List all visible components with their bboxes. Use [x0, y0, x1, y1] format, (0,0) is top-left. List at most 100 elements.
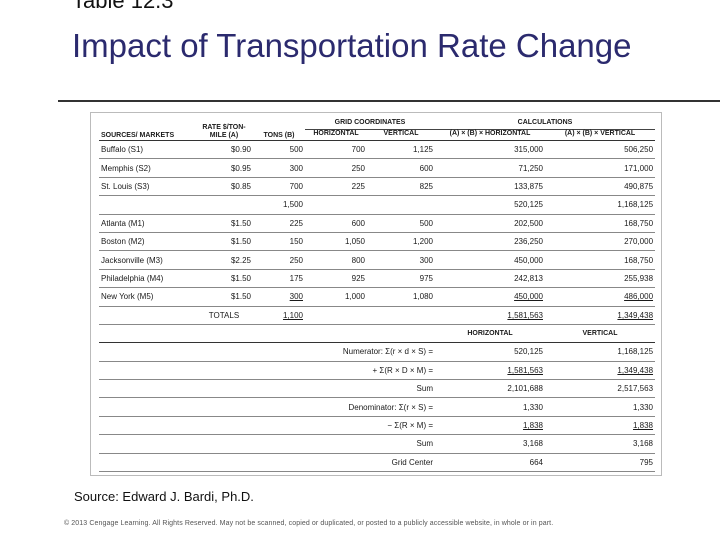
summary-value: 3,168: [545, 434, 656, 454]
table-cell: 1,168,125: [545, 195, 656, 215]
table-row: Atlanta (M1) $1.50 225 600 500 202,500 168,750: [99, 214, 656, 233]
table-cell: [305, 306, 367, 325]
summary-value: 520,125: [435, 342, 545, 362]
slide-title: Impact of Transportation Rate Change: [72, 27, 632, 64]
summary-value: 2,101,688: [435, 379, 545, 399]
table-cell: 800: [305, 250, 367, 270]
summary-row: Sum 2,101,688 2,517,563: [99, 379, 656, 399]
summary-row: Sum 3,168 3,168: [99, 434, 656, 454]
table-body: Buffalo (S1) $0.90 500 700 1,125 315,000 506,2…: [99, 140, 656, 325]
summary-value: 1,838: [435, 416, 545, 436]
table-cell: 202,500: [435, 214, 545, 233]
table-cell: 500: [253, 140, 305, 160]
table-cell: 270,000: [545, 232, 656, 252]
grid-calculation-table: SOURCES/ MARKETS RATE $/TON-MILE (A) TON…: [99, 119, 656, 473]
table-cell: [195, 195, 253, 215]
table-cell: 168,750: [545, 214, 656, 233]
table-cell: 300: [367, 250, 435, 270]
header-vertical: VERTICAL: [367, 129, 435, 141]
summary-value: 1,330: [545, 397, 656, 417]
table-cell: 133,875: [435, 177, 545, 197]
table-row: Philadelphia (M4) $1.50 175 925 975 242,813 25…: [99, 269, 656, 289]
row-label: Philadelphia (M4): [99, 269, 195, 289]
table-cell: $1.50: [195, 287, 253, 307]
table-number-label: Table 12.3: [72, 0, 174, 13]
table-cell: 255,938: [545, 269, 656, 289]
summary-body: HORIZONTAL VERTICAL Numerator: Σ(r × d ×…: [99, 324, 656, 473]
table-cell: 500: [367, 214, 435, 233]
table-cell: 520,125: [435, 195, 545, 215]
summary-value: 3,168: [435, 434, 545, 454]
table-cell: 250: [253, 250, 305, 270]
table-image-panel: SOURCES/ MARKETS RATE $/TON-MILE (A) TON…: [90, 112, 662, 476]
summary-row: − Σ(R × M) = 1,838 1,838: [99, 416, 656, 436]
table-cell: 490,875: [545, 177, 656, 197]
summary-header-vertical: VERTICAL: [545, 324, 656, 344]
table-cell: 1,100: [253, 306, 305, 325]
row-label: Boston (M2): [99, 232, 195, 252]
row-label: Buffalo (S1): [99, 140, 195, 160]
table-cell: 1,500: [253, 195, 305, 215]
row-label: Atlanta (M1): [99, 214, 195, 233]
row-label: Memphis (S2): [99, 158, 195, 178]
table-row: St. Louis (S3) $0.85 700 225 825 133,875 490,8…: [99, 177, 656, 197]
table-cell: 700: [305, 140, 367, 160]
summary-label: Numerator: Σ(r × d × S) =: [99, 342, 435, 362]
header-tons: TONS (B): [253, 119, 305, 141]
summary-row: Numerator: Σ(r × d × S) = 520,125 1,168,12…: [99, 342, 656, 362]
header-rate: RATE $/TON-MILE (A): [195, 119, 253, 141]
table-cell: 168,750: [545, 250, 656, 270]
table-row: Jacksonville (M3) $2.25 250 800 300 450,000 16…: [99, 250, 656, 270]
table-cell: 236,250: [435, 232, 545, 252]
summary-row: + Σ(R × D × M) = 1,581,563 1,349,438: [99, 361, 656, 381]
table-cell: 225: [253, 214, 305, 233]
table-row: Memphis (S2) $0.95 300 250 600 71,250 171,000: [99, 158, 656, 178]
table-cell: 700: [253, 177, 305, 197]
table-cell: $1.50: [195, 214, 253, 233]
table-cell: 975: [367, 269, 435, 289]
summary-value: 664: [435, 453, 545, 473]
summary-row: Denominator: Σ(r × S) = 1,330 1,330: [99, 397, 656, 417]
table-cell: 242,813: [435, 269, 545, 289]
table-cell: TOTALS: [195, 306, 253, 325]
table-cell: 1,050: [305, 232, 367, 252]
table-cell: 225: [305, 177, 367, 197]
table-cell: [367, 195, 435, 215]
summary-row: Grid Center 664 795: [99, 453, 656, 473]
table-cell: 450,000: [435, 250, 545, 270]
table-cell: 600: [305, 214, 367, 233]
table-cell: 250: [305, 158, 367, 178]
row-label: [99, 306, 195, 325]
header-calculations: CALCULATIONS: [435, 119, 656, 130]
summary-value: 1,168,125: [545, 342, 656, 362]
table-cell: 150: [253, 232, 305, 252]
summary-header-horizontal: HORIZONTAL: [435, 324, 545, 344]
table-cell: 486,000: [545, 287, 656, 307]
table-cell: 71,250: [435, 158, 545, 178]
row-label: New York (M5): [99, 287, 195, 307]
header-calc-horizontal: (A) × (B) × HORIZONTAL: [435, 129, 545, 141]
table-cell: $0.95: [195, 158, 253, 178]
table-cell: 1,349,438: [545, 306, 656, 325]
header-grid-coordinates: GRID COORDINATES: [305, 119, 435, 130]
summary-value: 1,330: [435, 397, 545, 417]
table-cell: 450,000: [435, 287, 545, 307]
source-citation: Source: Edward J. Bardi, Ph.D.: [74, 489, 254, 504]
table-cell: 1,581,563: [435, 306, 545, 325]
summary-value: 1,349,438: [545, 361, 656, 381]
table-cell: 300: [253, 158, 305, 178]
summary-value: 1,838: [545, 416, 656, 436]
table-cell: $2.25: [195, 250, 253, 270]
table-cell: 1,080: [367, 287, 435, 307]
table-cell: $1.50: [195, 269, 253, 289]
table-row: 1,500 520,125 1,168,125: [99, 195, 656, 215]
table-cell: 171,000: [545, 158, 656, 178]
summary-label: + Σ(R × D × M) =: [99, 361, 435, 381]
table-cell: [367, 306, 435, 325]
table-cell: 506,250: [545, 140, 656, 160]
table-cell: 1,125: [367, 140, 435, 160]
table-cell: [305, 195, 367, 215]
table-cell: $1.50: [195, 232, 253, 252]
table-cell: 315,000: [435, 140, 545, 160]
table-row: New York (M5) $1.50 300 1,000 1,080 450,000 48…: [99, 287, 656, 307]
